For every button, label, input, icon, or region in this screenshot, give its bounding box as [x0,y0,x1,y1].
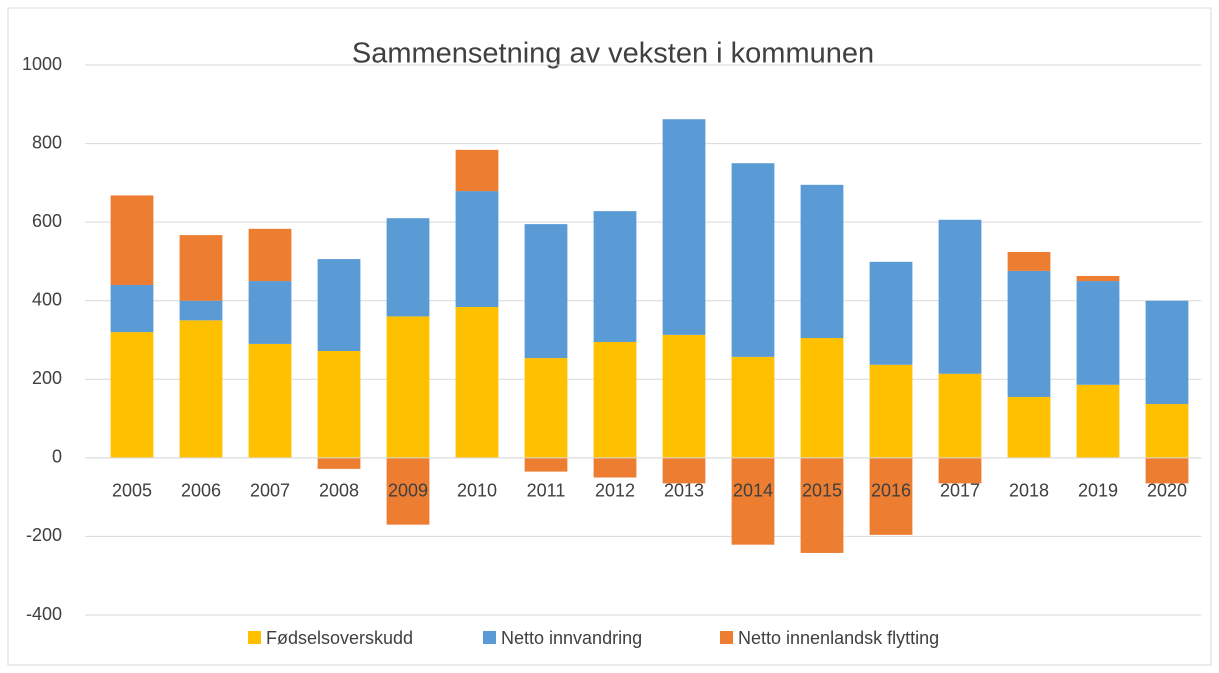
bar-segment [524,224,568,359]
bar-segment [1076,384,1120,458]
bar-segment [248,228,292,282]
bar-segment [524,358,568,458]
legend-swatch [483,631,496,644]
bar-segment [1007,396,1051,458]
bar-segment [317,259,361,351]
x-tick-label: 2009 [388,481,428,501]
bar-segment [938,219,982,374]
bar-segment [869,364,913,458]
bar-segment [593,211,637,342]
bar-segment [317,457,361,469]
bar-segment [455,191,499,307]
bar-segment [386,218,430,317]
y-tick-label: -400 [26,604,62,624]
bar-segment [110,332,154,458]
y-tick-label: 200 [32,368,62,388]
x-tick-label: 2012 [595,481,635,501]
bar-segment [1145,457,1189,484]
bar-segment [938,373,982,458]
bar-segment [593,341,637,458]
x-tick-label: 2014 [733,481,773,501]
y-tick-label: 400 [32,289,62,309]
y-tick-label: 600 [32,211,62,231]
bar-segment [800,338,844,458]
bar-segment [110,195,154,285]
y-tick-label: 1000 [22,54,62,74]
bar-segment [317,351,361,458]
legend-swatch [248,631,261,644]
x-tick-label: 2017 [940,481,980,501]
bar-segment [179,300,223,321]
chart-title: Sammensetning av veksten i kommunen [352,38,874,70]
bar-segment [1145,300,1189,405]
bar-segment [731,356,775,458]
x-tick-label: 2011 [527,481,566,501]
bar-segment [455,149,499,192]
x-tick-label: 2006 [181,481,221,501]
bar-segment [662,119,706,335]
legend-label: Netto innvandring [501,628,642,648]
x-tick-label: 2007 [250,481,290,501]
y-tick-label: 0 [52,447,62,467]
legend-label: Fødselsoverskudd [266,628,413,648]
x-tick-label: 2013 [664,481,704,501]
legend-label: Netto innenlandsk flytting [738,628,939,648]
bar-segment [455,307,499,458]
bar-segment [593,457,637,478]
x-tick-label: 2018 [1009,481,1049,501]
bar-segment [179,320,223,458]
bar-segment [248,343,292,458]
x-tick-label: 2020 [1147,481,1187,501]
bar-segment [662,334,706,458]
y-tick-label: 800 [32,132,62,152]
bar-segment [386,457,430,525]
x-tick-label: 2019 [1078,481,1118,501]
bar-segment [1145,404,1189,458]
x-tick-label: 2015 [802,481,842,501]
bar-segment [1007,270,1051,397]
bar-segment [524,457,568,472]
legend-swatch [720,631,733,644]
bar-segment [731,457,775,545]
bar-segment [731,163,775,357]
bar-segment [662,457,706,484]
bar-segment [938,457,982,484]
bar-segment [386,316,430,458]
y-tick-label: -200 [26,525,62,545]
bar-segment [1076,275,1120,282]
bar-segment [800,457,844,553]
bar-segment [248,281,292,344]
bar-segment [1076,281,1120,385]
bar-segment [179,235,223,301]
bar-segment [1007,252,1051,271]
bar-segment [869,261,913,365]
bar-segment [869,457,913,535]
x-tick-label: 2016 [871,481,911,501]
x-tick-label: 2005 [112,481,152,501]
bar-segment [110,285,154,333]
x-tick-label: 2010 [457,481,497,501]
bar-segment [800,184,844,339]
x-tick-label: 2008 [319,481,359,501]
